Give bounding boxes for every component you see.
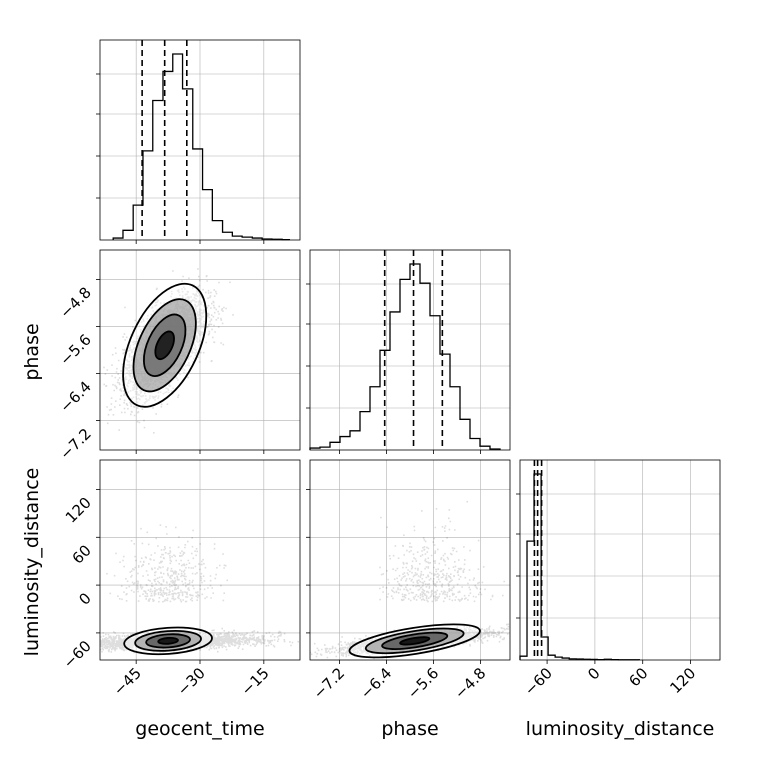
contour-1-5sigma [364, 627, 465, 655]
scatter-points [100, 524, 299, 654]
panel-frame [99, 249, 301, 451]
panel-frame [519, 459, 721, 661]
scatter-points [310, 500, 510, 660]
contour-0-5sigma [399, 636, 431, 646]
panel-frame [309, 249, 511, 451]
density-fill-4 [400, 637, 430, 645]
contour-0-5sigma [157, 636, 179, 645]
panel-content [310, 500, 510, 660]
contour-1-5sigma [134, 629, 202, 652]
contour-1sigma [381, 631, 449, 651]
panel-content [100, 524, 299, 656]
panel-hist-geocent-time [96, 39, 301, 244]
histogram-geocent-time [112, 53, 291, 241]
contour-1sigma [142, 313, 187, 377]
panel-hist-phase [306, 249, 511, 454]
panel-frame [309, 459, 511, 661]
ylabel-phase: phase [21, 323, 43, 380]
contour-0-5sigma [154, 330, 175, 361]
xlabel-geocent-time: geocent_time [135, 718, 264, 740]
panel-frame [99, 39, 301, 241]
panel-content [103, 268, 234, 434]
contour-1-5sigma [132, 298, 197, 393]
histogram-phase [309, 263, 501, 450]
contour-2sigma [123, 626, 213, 656]
panel-frame [99, 459, 301, 661]
xlabel-luminosity-distance: luminosity_distance [526, 718, 715, 740]
contour-1sigma [145, 633, 191, 649]
ylabel-luminosity-distance: luminosity_distance [21, 468, 43, 657]
contour-2sigma [348, 623, 481, 659]
contour-2sigma [122, 282, 208, 408]
xlabel-phase: phase [381, 718, 438, 740]
